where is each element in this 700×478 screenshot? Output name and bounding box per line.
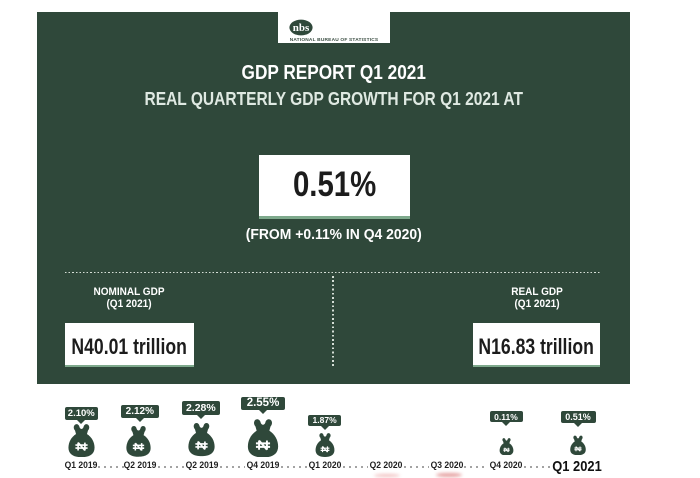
svg-text:nbs: nbs — [292, 22, 309, 34]
